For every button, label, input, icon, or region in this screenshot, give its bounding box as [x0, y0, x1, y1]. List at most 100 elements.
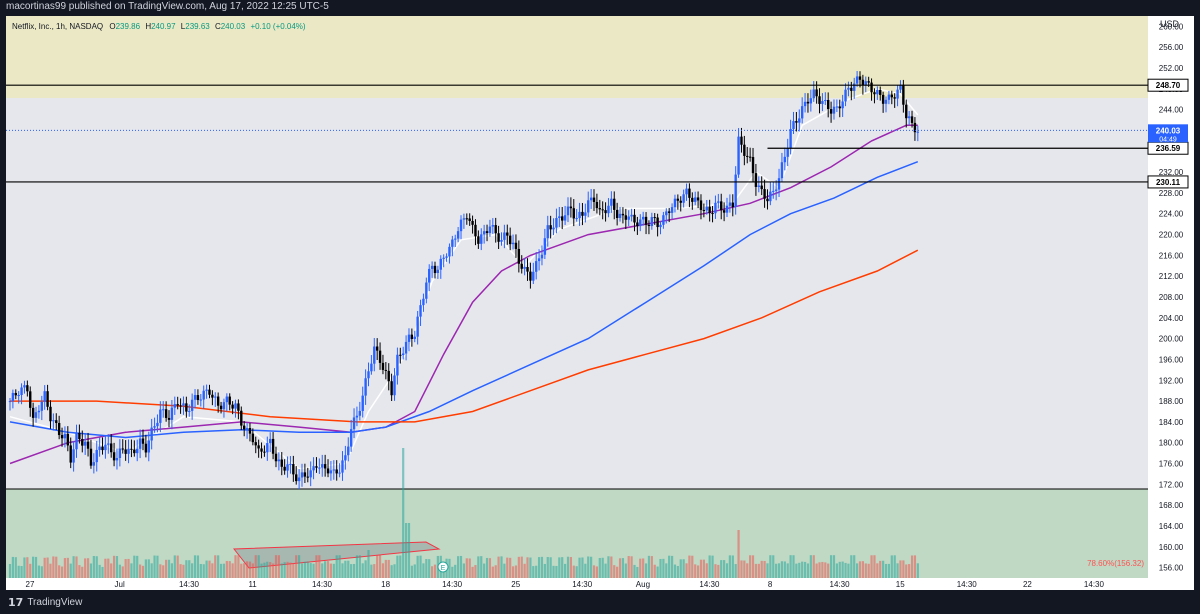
price-level-tag [1147, 78, 1189, 92]
candle [532, 262, 535, 285]
volume-bar [668, 555, 671, 578]
volume-bar [338, 555, 341, 578]
tradingview-logo[interactable]: 17 TradingView [8, 597, 82, 609]
candle [584, 203, 587, 223]
candle-body [413, 336, 416, 339]
volume-bar [78, 565, 81, 578]
candle-body [624, 215, 628, 220]
candle [734, 166, 737, 215]
candle-body [274, 453, 278, 462]
candle [694, 191, 697, 206]
candle-body [451, 239, 454, 247]
candle [413, 330, 416, 343]
y-tick-label: 260.00 [1159, 22, 1184, 31]
candle-body [303, 472, 307, 477]
publish-header: macortinas99 published on TradingView.co… [0, 0, 1200, 14]
volume-bar [913, 555, 917, 578]
volume-bar [332, 563, 335, 578]
candle-body [127, 448, 130, 454]
y-tick-label: 188.00 [1159, 397, 1184, 406]
candle [370, 355, 373, 375]
volume-bar [488, 558, 492, 578]
price-chart[interactable]: USD 260.00256.00252.00248.00244.00240.00… [6, 16, 1194, 590]
volume-bar [821, 561, 824, 578]
candle-body [78, 432, 81, 440]
candle [124, 440, 127, 461]
candle [222, 398, 226, 418]
volume-bar [540, 556, 544, 578]
candle-body [760, 185, 763, 190]
chart-frame: USD 260.00256.00252.00248.00244.00240.00… [6, 16, 1194, 590]
candle [378, 342, 382, 370]
volume-bar [130, 563, 133, 578]
candle [14, 389, 17, 400]
volume-bar [199, 563, 202, 578]
candle-body [254, 442, 257, 446]
time-axis[interactable]: 27 Jul 14:30 11 14:30 18 14:30 25 14:30 Aug 14:30 8… [26, 580, 1105, 589]
candle [624, 208, 628, 230]
candle [234, 399, 237, 418]
volume-bar [696, 565, 700, 578]
y-tick-label: 224.00 [1159, 210, 1184, 219]
candle [341, 451, 344, 481]
candle [633, 209, 636, 232]
candle [682, 189, 685, 208]
earnings-marker[interactable]: E [437, 561, 449, 573]
volume-bar [110, 563, 113, 578]
volume-bar [769, 555, 772, 578]
candle [433, 261, 437, 279]
candle [83, 433, 87, 455]
candle [167, 410, 171, 428]
candle [49, 400, 52, 429]
candle-body [390, 381, 393, 396]
volume-bar [838, 561, 841, 578]
volume-bar [69, 563, 72, 578]
candle-body [344, 455, 347, 461]
candle-body [511, 242, 515, 245]
candle-body [633, 214, 636, 223]
volume-bar [217, 555, 220, 578]
candle-body [188, 410, 191, 412]
candle-body [485, 231, 489, 234]
volume-bar [321, 563, 324, 578]
volume-bar [751, 555, 755, 578]
candle-body [864, 81, 867, 86]
earnings-icon-letter: E [441, 565, 446, 572]
candle-body [364, 378, 367, 396]
candle [399, 347, 402, 364]
volume-bar [642, 558, 645, 578]
volume-bar [708, 555, 711, 578]
volume-bar [219, 563, 223, 578]
candle [78, 424, 81, 444]
candle [11, 389, 15, 409]
candle [297, 469, 301, 490]
candle [422, 293, 425, 312]
volume-bar [231, 563, 234, 578]
volume-bar [563, 563, 567, 578]
candle-body [205, 389, 208, 391]
candle [326, 459, 330, 478]
volume-bar [734, 564, 737, 578]
candle-body [575, 218, 578, 220]
candle-body [225, 396, 229, 403]
volume-bar [14, 557, 17, 578]
candle-body [552, 227, 555, 230]
volume-bar [517, 556, 520, 578]
earnings-icon[interactable] [437, 561, 449, 573]
y-tick-label: 192.00 [1159, 376, 1184, 385]
volume-bar [757, 563, 760, 578]
candle [214, 392, 217, 407]
candle-body [824, 99, 827, 102]
candle-body [503, 232, 506, 240]
candle [916, 125, 920, 142]
candle [826, 92, 830, 118]
candle [711, 205, 714, 223]
candle-body [318, 467, 321, 469]
volume-bar [60, 566, 64, 578]
volume-bar [188, 560, 191, 578]
volume-bar [295, 555, 298, 578]
volume-bar [743, 560, 746, 578]
volume-bar [884, 563, 888, 578]
candle-body [722, 210, 726, 213]
volume-bar [887, 563, 891, 578]
